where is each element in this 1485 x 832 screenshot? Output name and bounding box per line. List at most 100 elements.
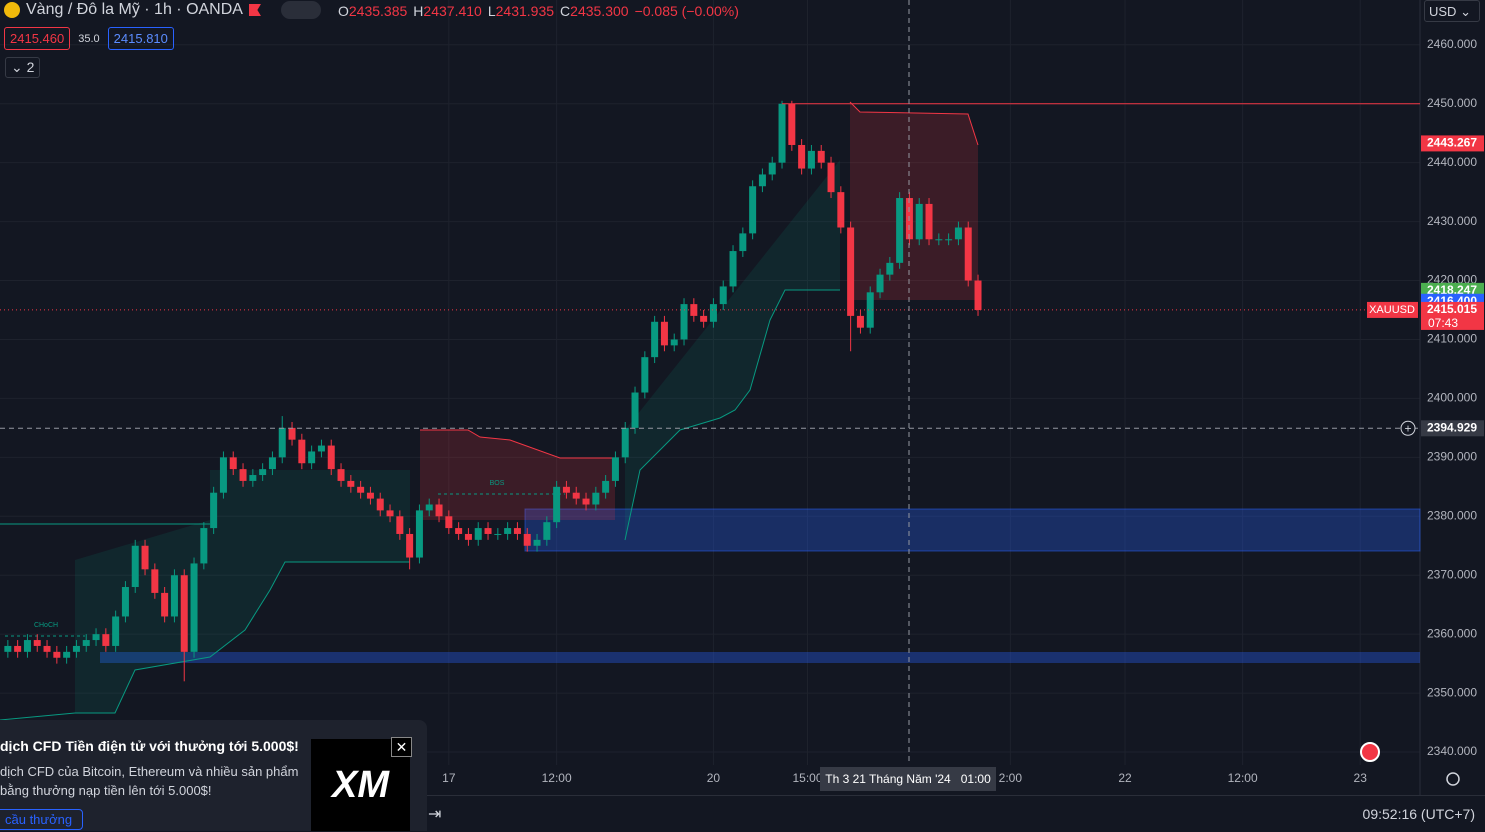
price-label-bg xyxy=(1421,301,1484,330)
x-tick-label: 2:00 xyxy=(999,771,1023,785)
event-flag xyxy=(1360,742,1380,762)
crosshair-time: 01:00 xyxy=(960,772,991,786)
flag-icon xyxy=(248,4,261,16)
y-tick-label: 2390.000 xyxy=(1427,450,1477,464)
candle-body xyxy=(484,528,492,534)
candle-body xyxy=(357,486,365,493)
symbol-label: XAUUSD xyxy=(1369,304,1415,316)
candle-body xyxy=(631,392,639,428)
x-tick-label: 12:00 xyxy=(1228,771,1258,785)
candle-body xyxy=(896,198,904,263)
y-tick-label: 2340.000 xyxy=(1427,744,1477,758)
candle-body xyxy=(621,427,629,458)
candle-body xyxy=(219,457,227,493)
candle-body xyxy=(915,203,923,240)
candle-body xyxy=(249,475,257,481)
close-button[interactable]: ✕ xyxy=(391,737,412,757)
candle-body xyxy=(14,645,22,652)
symbol-title[interactable]: Vàng / Đô la Mỹ · 1h · OANDA xyxy=(26,1,243,18)
y-tick-label: 2450.000 xyxy=(1427,96,1477,110)
status-pill xyxy=(280,1,321,19)
candle-body xyxy=(749,186,757,234)
ohlc-item: 2431.935 xyxy=(495,3,555,19)
candle-body xyxy=(523,533,531,546)
candle-body xyxy=(582,498,590,505)
ohlc-item: C xyxy=(560,3,571,19)
currency: USD xyxy=(1429,4,1457,19)
candle-body xyxy=(680,304,688,340)
candle-body xyxy=(327,445,335,470)
candle-body xyxy=(494,533,502,535)
y-tick-label: 2350.000 xyxy=(1427,685,1477,699)
candle-body xyxy=(415,510,423,558)
trade-buttons: 2415.460 35.0 2415.810 xyxy=(4,27,174,50)
candle-body xyxy=(121,587,129,617)
candle-body xyxy=(758,174,766,187)
bearish-area xyxy=(850,102,978,300)
crosshair-date: Th 3 21 Tháng Năm '24 xyxy=(825,772,951,786)
symbol-label-bg xyxy=(1367,301,1418,318)
candle-body xyxy=(543,522,551,540)
promo-card: dịch CFD Tiền điện tử với thưởng tới 5.0… xyxy=(0,720,427,831)
buy-button[interactable]: 2415.810 xyxy=(107,27,174,50)
price-label-bg xyxy=(1421,420,1484,437)
candle-body xyxy=(964,227,972,281)
demand-zone xyxy=(100,652,1420,663)
candle-body xyxy=(190,563,198,652)
candle-body xyxy=(856,315,864,328)
candle-body xyxy=(435,504,443,517)
price-label: 2415.015 xyxy=(1427,302,1477,316)
annotation: BOS xyxy=(490,480,505,487)
y-tick-label: 2360.000 xyxy=(1427,626,1477,640)
crosshair-date-label: Th 3 21 Tháng Năm '24 01:00 xyxy=(820,767,996,791)
y-tick-label: 2380.000 xyxy=(1427,508,1477,522)
candle-body xyxy=(709,304,717,322)
candle-body xyxy=(141,545,149,570)
candle-body xyxy=(112,616,120,646)
y-tick-label: 2460.000 xyxy=(1427,37,1477,51)
candle-body xyxy=(63,651,71,658)
candle-body xyxy=(847,227,855,316)
bearish-line xyxy=(849,101,979,146)
promo-button[interactable]: cầu thưởng xyxy=(0,809,84,830)
candle-body xyxy=(827,162,835,193)
candle-body xyxy=(82,640,90,646)
goto-button[interactable]: ⇥ xyxy=(428,806,442,823)
countdown: 07:43 xyxy=(1428,316,1458,330)
candle-body xyxy=(43,645,51,652)
candle-body xyxy=(366,492,374,499)
candle-body xyxy=(268,457,276,470)
price-label-bg xyxy=(1421,135,1484,152)
promo-logo: XM xyxy=(311,739,410,831)
ohlc-item: 2435.385 xyxy=(348,3,408,19)
candle-body xyxy=(161,592,169,617)
candle-body xyxy=(807,150,815,169)
indicators-toggle[interactable]: ⌄ 2 xyxy=(5,57,41,78)
candle-body xyxy=(925,203,933,240)
candle-body xyxy=(670,339,678,346)
promo-line: dịch CFD của Bitcoin, Ethereum và nhiều … xyxy=(0,764,299,779)
candle-body xyxy=(298,439,306,464)
candle-body xyxy=(876,274,884,293)
candle-body xyxy=(602,480,610,493)
bottom-bar: ⇥ 09:52:16 (UTC+7) xyxy=(0,795,1485,832)
candle-body xyxy=(768,162,776,175)
ohlc-item: L xyxy=(487,3,496,19)
candle-body xyxy=(200,528,208,564)
bullish-area xyxy=(625,160,840,540)
candle-body xyxy=(131,545,139,588)
candle-body xyxy=(611,457,619,481)
price-label: 2394.929 xyxy=(1427,420,1477,434)
x-tick-label: 15:00 xyxy=(792,771,822,785)
sell-button[interactable]: 2415.460 xyxy=(4,27,71,50)
x-tick-label: 12:00 xyxy=(542,771,572,785)
candle-body xyxy=(866,292,874,328)
candle-body xyxy=(798,144,806,169)
candle-body xyxy=(788,103,796,145)
demand-zone xyxy=(524,508,1421,552)
candle-body xyxy=(935,239,943,241)
currency-select[interactable]: USD ⌄ xyxy=(1424,0,1480,22)
candle-body xyxy=(817,150,825,163)
